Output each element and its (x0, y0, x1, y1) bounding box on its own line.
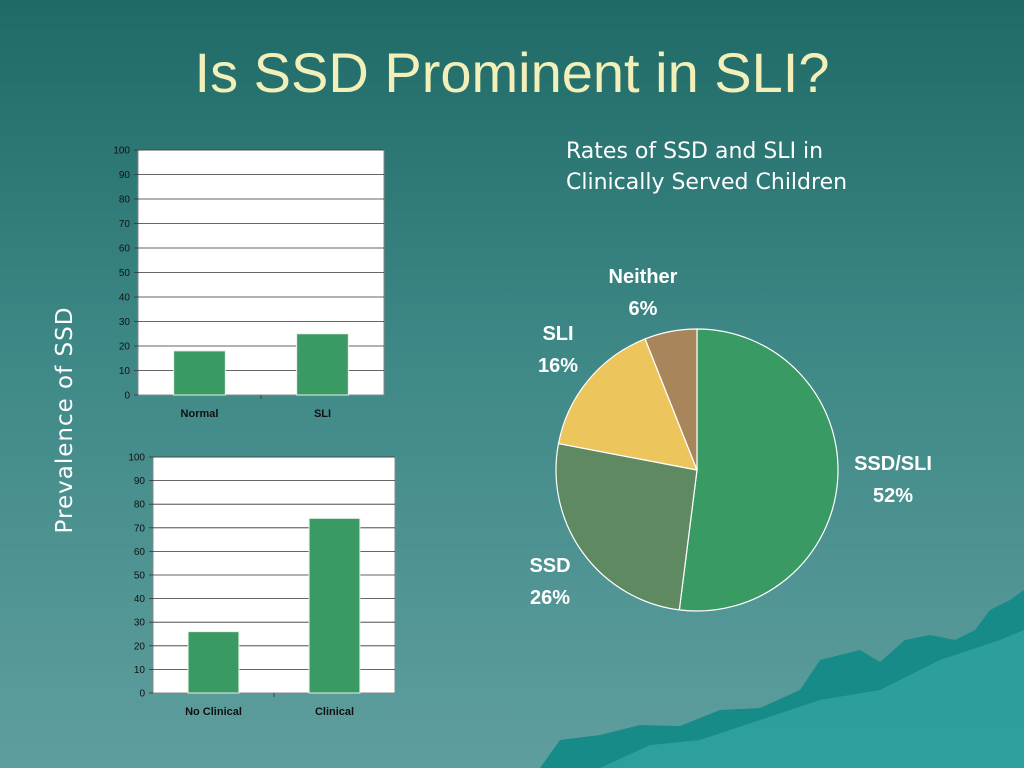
y-tick-label: 40 (134, 594, 146, 605)
y-tick-label: 60 (119, 244, 131, 255)
y-tick-label: 50 (119, 268, 131, 279)
bar-normal (173, 350, 226, 396)
pie-slice-sli (557, 338, 698, 471)
y-tick-label: 30 (134, 618, 146, 629)
y-tick-label: 50 (134, 571, 146, 582)
bar-no-clinical (187, 631, 240, 694)
pie-caption-line-2: Clinically Served Children (566, 170, 848, 195)
y-tick-label: 0 (124, 391, 130, 402)
y-tick-label: 70 (119, 219, 131, 230)
x-tick-label: Clinical (315, 706, 354, 718)
y-tick-label: 40 (119, 293, 131, 304)
pie-label-percent: 6% (629, 298, 658, 320)
y-tick-label: 60 (134, 547, 146, 558)
y-tick-label: 100 (113, 146, 130, 157)
bar-chart-normal-sli: 0 10 20 30 40 50 60 70 80 90 100 Normal SLI (113, 146, 385, 420)
y-tick-label: 20 (134, 641, 146, 652)
y-tick-label: 100 (128, 453, 145, 464)
bar-sli (296, 333, 349, 396)
slide-title: Is SSD Prominent in SLI? (194, 41, 830, 104)
y-tick-label: 20 (119, 342, 131, 353)
pie-label-percent: 16% (538, 355, 578, 377)
pie-label-name: SSD/SLI (854, 453, 932, 475)
pie-label-name: SLI (542, 323, 573, 345)
y-tick-label: 80 (134, 500, 146, 511)
pie-caption-line-1: Rates of SSD and SLI in (566, 139, 824, 164)
y-tick-label: 90 (134, 476, 146, 487)
pie-chart: SSD/SLI 52% SSD 26% SLI 16% Neither 6% (529, 266, 932, 612)
pie-slice-neither (644, 328, 698, 471)
y-tick-label: 90 (119, 170, 131, 181)
mountain-decoration-light (600, 630, 1024, 768)
pie-caption: Rates of SSD and SLI in Clinically Serve… (566, 136, 847, 198)
y-tick-label: 10 (134, 665, 146, 676)
x-tick-label: Normal (181, 408, 219, 420)
y-tick-label: 70 (134, 523, 146, 534)
x-tick-label: SLI (314, 408, 331, 420)
pie-slice-ssd-sli (678, 328, 839, 612)
y-tick-label: 80 (119, 195, 131, 206)
pie-label-percent: 52% (873, 485, 913, 507)
pie-label-percent: 26% (530, 587, 570, 609)
y-tick-label: 10 (119, 366, 131, 377)
bar-chart-clinical: 0 10 20 30 40 50 60 70 80 90 100 No Clinical Clinica… (128, 453, 396, 718)
pie-label-name: Neither (609, 266, 678, 288)
bar-clinical (308, 517, 361, 694)
pie-slice-ssd (555, 442, 698, 611)
y-tick-label: 30 (119, 317, 131, 328)
y-tick-label: 0 (139, 689, 145, 700)
pie-label-name: SSD (529, 555, 570, 577)
x-tick-label: No Clinical (185, 706, 242, 718)
